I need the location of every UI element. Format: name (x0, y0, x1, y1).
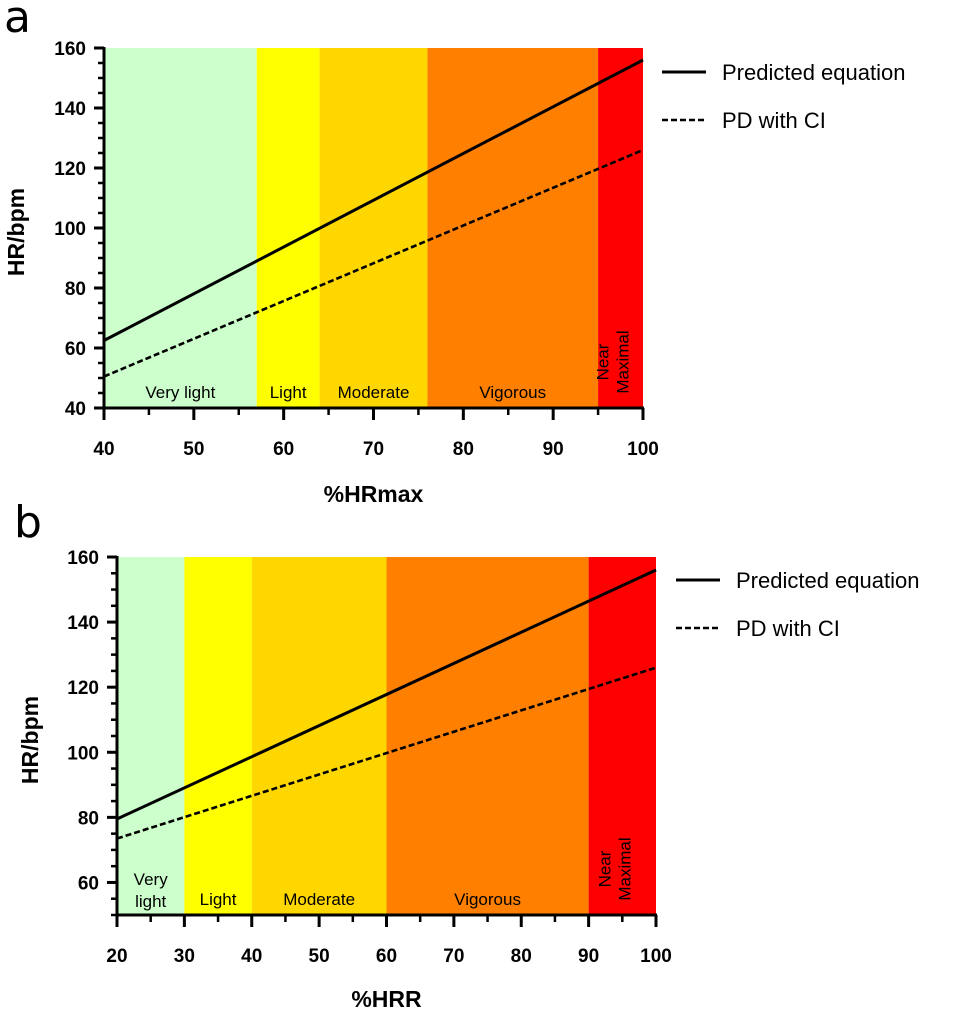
x-tick-label: 60 (273, 439, 294, 460)
y-axis-title: HR/bpm (17, 696, 43, 784)
y-tick-label: 100 (67, 743, 99, 764)
zone-label-line: Very (134, 870, 169, 889)
y-tick-label: 160 (67, 548, 99, 569)
zone-label-very-light: Very light (145, 383, 215, 402)
x-tick-label: 20 (106, 946, 127, 967)
zone-label-line: Maximal (614, 330, 633, 393)
zone-band-very-light (104, 48, 257, 408)
zone-label-very-light: Very light (134, 870, 169, 911)
x-tick-label: 80 (453, 439, 474, 460)
x-tick-label: 50 (309, 946, 330, 967)
zone-label-moderate: Moderate (338, 383, 410, 402)
zone-label-near-maximal: NearMaximal (594, 330, 633, 393)
series-line-pd-with-ci (103, 148, 644, 378)
y-tick-label: 120 (67, 678, 99, 699)
x-tick-label: 40 (241, 946, 262, 967)
zone-band-moderate (251, 557, 387, 915)
x-tick-label: 80 (511, 946, 532, 967)
y-tick-label: 160 (54, 39, 86, 60)
zone-band-near-maximal (598, 48, 643, 408)
zone-label-line: Near (594, 343, 613, 380)
x-tick-label: 50 (183, 439, 204, 460)
x-axis-title: %HRmax (324, 481, 424, 507)
chart-panel-a: a Very light Light Moderate Vigorous NearMaxi… (3, 0, 905, 507)
y-axis-title: HR/bpm (3, 188, 29, 276)
zone-band-moderate (319, 48, 428, 408)
x-tick-label: 60 (376, 946, 397, 967)
x-tick-label: 100 (640, 946, 672, 967)
zone-label-near-maximal: NearMaximal (595, 837, 634, 900)
x-axis-title: %HRR (351, 986, 422, 1009)
chart-panel-b: b Very light Light Moderate Vigorous NearMaxim… (14, 497, 919, 1009)
legend-label: Predicted equation (722, 60, 905, 85)
zone-label-light: Light (270, 383, 307, 402)
panel-letter: b (14, 497, 42, 548)
y-tick-label: 120 (54, 159, 86, 180)
legend-label: Predicted equation (736, 568, 919, 593)
y-tick-label: 140 (67, 613, 99, 634)
x-tick-label: 70 (363, 439, 384, 460)
zone-label-line: light (135, 892, 166, 911)
series-line-predicted-equation (103, 58, 644, 342)
zone-label-line: Maximal (615, 837, 634, 900)
zone-label-vigorous: Vigorous (479, 383, 546, 402)
legend-label: PD with CI (736, 616, 840, 641)
zone-label-line: Near (595, 850, 614, 887)
zone-band-near-maximal (588, 557, 656, 915)
zone-label-vigorous: Vigorous (454, 890, 521, 909)
y-tick-label: 40 (65, 399, 86, 420)
legend-label: PD with CI (722, 108, 826, 133)
zone-band-light (184, 557, 252, 915)
y-tick-label: 60 (78, 873, 99, 894)
y-tick-label: 140 (54, 99, 86, 120)
zone-label-moderate: Moderate (283, 890, 355, 909)
zone-band-light (256, 48, 320, 408)
zone-band-vigorous (386, 557, 589, 915)
series-line-predicted-equation (116, 568, 657, 821)
zone-band-vigorous (427, 48, 599, 408)
y-tick-label: 80 (78, 808, 99, 829)
x-tick-label: 90 (578, 946, 599, 967)
zone-band-very-light (117, 557, 185, 915)
x-tick-label: 30 (174, 946, 195, 967)
y-tick-label: 60 (65, 339, 86, 360)
zone-label-light: Light (200, 890, 237, 909)
x-tick-label: 70 (443, 946, 464, 967)
y-tick-label: 100 (54, 219, 86, 240)
x-tick-label: 40 (93, 439, 114, 460)
panel-letter: a (4, 0, 31, 43)
series-line-pd-with-ci (116, 666, 657, 840)
y-tick-label: 80 (65, 279, 86, 300)
x-tick-label: 100 (627, 439, 659, 460)
x-tick-label: 90 (543, 439, 564, 460)
